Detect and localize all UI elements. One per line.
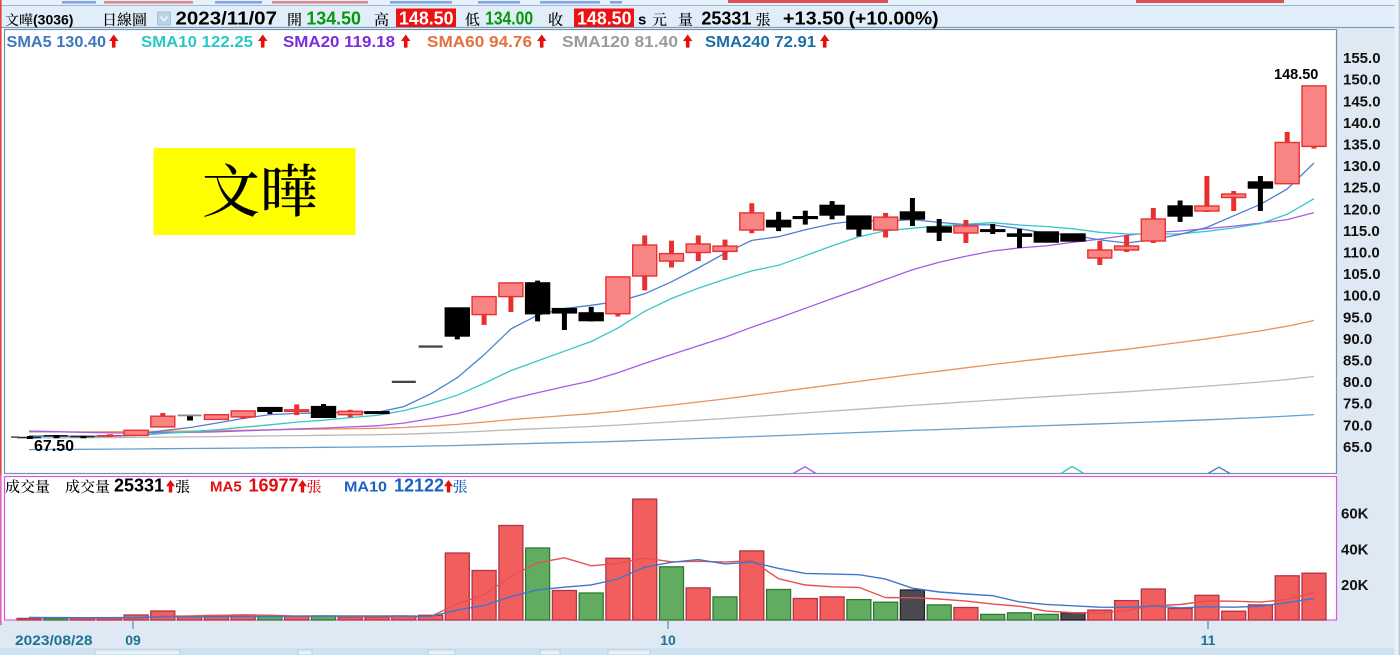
svg-text:40K: 40K xyxy=(1341,542,1369,559)
svg-text:SMA240 72.91: SMA240 72.91 xyxy=(705,34,816,51)
svg-text:155.0: 155.0 xyxy=(1343,50,1381,67)
svg-text:MA10: MA10 xyxy=(344,479,387,496)
svg-text:(+10.00%): (+10.00%) xyxy=(849,8,939,29)
svg-text:09: 09 xyxy=(125,632,141,648)
svg-text:100.0: 100.0 xyxy=(1343,288,1381,305)
svg-text:140.0: 140.0 xyxy=(1343,115,1381,132)
svg-text:11: 11 xyxy=(1201,632,1216,648)
svg-text:70.0: 70.0 xyxy=(1343,417,1372,434)
svg-text:2023/08/28: 2023/08/28 xyxy=(15,632,93,648)
svg-text:SMA60 94.76: SMA60 94.76 xyxy=(427,34,532,51)
svg-text:75.0: 75.0 xyxy=(1343,396,1372,413)
svg-text:120.0: 120.0 xyxy=(1343,201,1381,218)
svg-text:10: 10 xyxy=(660,632,676,648)
svg-text:85.0: 85.0 xyxy=(1343,353,1372,370)
svg-text:16977: 16977 xyxy=(249,476,299,496)
svg-text:150.0: 150.0 xyxy=(1343,72,1381,89)
svg-text:90.0: 90.0 xyxy=(1343,331,1372,348)
svg-text:105.0: 105.0 xyxy=(1343,266,1381,283)
svg-text:SMA20 119.18: SMA20 119.18 xyxy=(283,34,395,51)
svg-text:125.0: 125.0 xyxy=(1343,180,1381,197)
svg-text:2023/11/07: 2023/11/07 xyxy=(176,8,278,29)
svg-text:110.0: 110.0 xyxy=(1343,245,1380,262)
svg-text:95.0: 95.0 xyxy=(1343,309,1372,326)
svg-text:148.50: 148.50 xyxy=(1274,67,1318,83)
svg-text:(3036): (3036) xyxy=(33,12,73,28)
svg-text:SMA5 130.40: SMA5 130.40 xyxy=(7,34,107,51)
svg-text:145.0: 145.0 xyxy=(1343,93,1381,110)
svg-text:65.0: 65.0 xyxy=(1343,439,1372,456)
svg-text:20K: 20K xyxy=(1341,577,1369,594)
svg-text:148.50: 148.50 xyxy=(577,8,632,29)
svg-text:130.0: 130.0 xyxy=(1343,158,1381,175)
svg-text:67.50: 67.50 xyxy=(34,438,74,455)
svg-text:135.0: 135.0 xyxy=(1343,137,1381,154)
svg-text:134.50: 134.50 xyxy=(306,8,361,29)
svg-text:SMA120 81.40: SMA120 81.40 xyxy=(562,34,678,51)
svg-text:MA5: MA5 xyxy=(210,479,242,496)
svg-text:12122: 12122 xyxy=(394,476,444,496)
svg-text:115.0: 115.0 xyxy=(1343,223,1380,240)
svg-text:s: s xyxy=(638,12,646,29)
svg-text:+13.50: +13.50 xyxy=(783,8,844,29)
svg-text:25331: 25331 xyxy=(114,476,164,496)
svg-text:148.50: 148.50 xyxy=(399,8,454,29)
svg-text:134.00: 134.00 xyxy=(485,8,533,29)
svg-text:60K: 60K xyxy=(1341,506,1369,523)
svg-text:SMA10 122.25: SMA10 122.25 xyxy=(141,34,253,51)
svg-text:25331: 25331 xyxy=(701,8,751,29)
svg-text:80.0: 80.0 xyxy=(1343,374,1372,391)
